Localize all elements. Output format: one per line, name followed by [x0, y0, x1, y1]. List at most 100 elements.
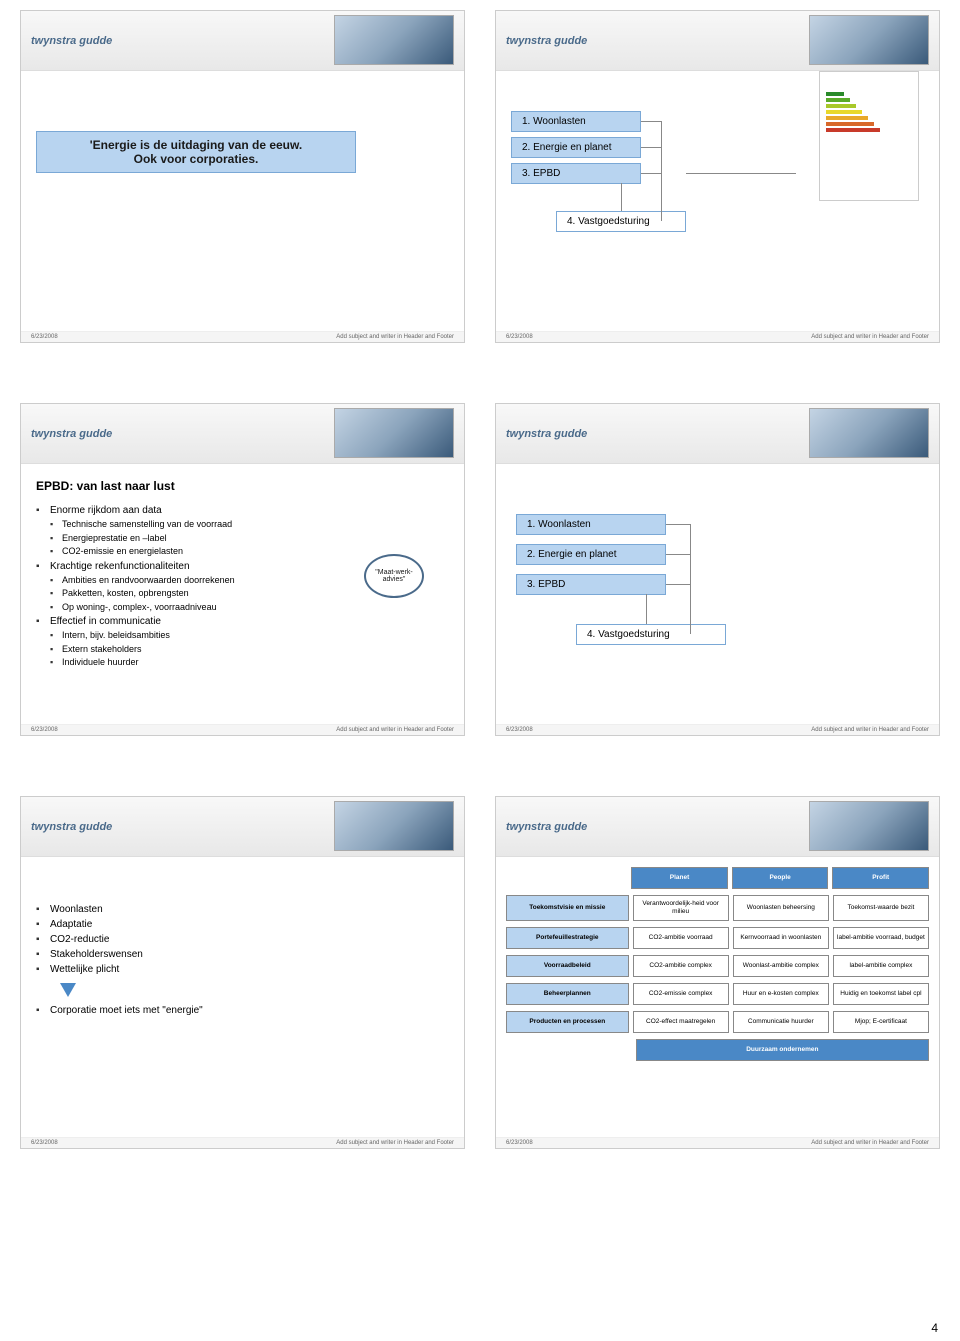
slide-header: twynstra gudde [21, 404, 464, 464]
footer-date: 6/23/2008 [506, 727, 533, 733]
flow-energie: 2. Energie en planet [516, 544, 666, 565]
matrix-spacer [506, 1039, 632, 1061]
arrow-down-icon [60, 983, 76, 997]
slide-6: twynstra gudde Planet People Profit Toek… [495, 796, 940, 1149]
row-h: Toekomstvisie en missie [506, 895, 629, 921]
oval-maatwerk: "Maat-werk-advies" [364, 554, 424, 598]
footer-note: Add subject and writer in Header and Foo… [811, 1140, 929, 1146]
flow-epbd: 3. EPBD [516, 574, 666, 595]
page-number: 4 [931, 1321, 938, 1335]
slide-header: twynstra gudde [21, 11, 464, 71]
col-people: People [732, 867, 829, 889]
list-item: Adaptatie [36, 917, 449, 932]
list-item: Intern, bijv. beleidsambities [50, 629, 449, 643]
matrix-cell: Huidig en toekomst label cpl [833, 983, 929, 1005]
list-item: Energieprestatie en –label [50, 532, 449, 546]
slide-footer: 6/23/2008 Add subject and writer in Head… [496, 724, 939, 735]
flow-woonlasten: 1. Woonlasten [511, 111, 641, 132]
footer-note: Add subject and writer in Header and Foo… [811, 334, 929, 340]
slide-footer: 6/23/2008 Add subject and writer in Head… [21, 724, 464, 735]
header-image [334, 801, 454, 851]
col-planet: Planet [631, 867, 728, 889]
list-item: Technische samenstelling van de voorraad [50, 518, 449, 532]
title-line-2: Ook voor corporaties. [134, 152, 259, 166]
matrix-cell: Woonlasten beheersing [733, 895, 829, 921]
flow-vastgoed: 4. Vastgoedsturing [576, 624, 726, 645]
brand-logo: twynstra gudde [31, 35, 112, 47]
matrix-cell: label-ambitie complex [833, 955, 929, 977]
matrix-cell: CO2-emissie complex [633, 983, 729, 1005]
row-bottom: Duurzaam ondernemen [636, 1039, 929, 1061]
list-item: Enorme rijkdom aan data [50, 505, 162, 516]
energy-bars [820, 72, 918, 140]
title-box: 'Energie is de uitdaging van de eeuw. Oo… [36, 131, 356, 173]
header-image [334, 15, 454, 65]
slide-header: twynstra gudde [21, 797, 464, 857]
matrix-cell: Huur en e-kosten complex [733, 983, 829, 1005]
matrix-cell: CO2-effect maatregelen [633, 1011, 729, 1033]
list-item: Corporatie moet iets met "energie" [36, 1003, 449, 1018]
matrix-cell: Toekomst-waarde bezit [833, 895, 929, 921]
matrix-spacer [506, 867, 627, 889]
brand-logo: twynstra gudde [506, 428, 587, 440]
energy-label-doc [819, 71, 919, 201]
brand-logo: twynstra gudde [506, 821, 587, 833]
flow-energie: 2. Energie en planet [511, 137, 641, 158]
flow-epbd: 3. EPBD [511, 163, 641, 184]
slide-footer: 6/23/2008 Add subject and writer in Head… [21, 331, 464, 342]
footer-note: Add subject and writer in Header and Foo… [336, 727, 454, 733]
slide-3: twynstra gudde EPBD: van last naar lust … [20, 403, 465, 736]
footer-date: 6/23/2008 [506, 1140, 533, 1146]
footer-note: Add subject and writer in Header and Foo… [336, 334, 454, 340]
header-image [809, 801, 929, 851]
list-item: Op woning-, complex-, voorraadniveau [50, 601, 449, 615]
matrix-table: Planet People Profit Toekomstvisie en mi… [506, 867, 929, 1067]
slide-header: twynstra gudde [496, 404, 939, 464]
matrix-cell: Mjop; E-certificaat [833, 1011, 929, 1033]
matrix-cell: Verantwoordelijk-heid voor milieu [633, 895, 729, 921]
list-item: Krachtige rekenfunctionaliteiten [50, 561, 190, 572]
title-line-1: 'Energie is de uitdaging van de eeuw. [90, 138, 302, 152]
matrix-cell: CO2-ambitie voorraad [633, 927, 729, 949]
footer-note: Add subject and writer in Header and Foo… [811, 727, 929, 733]
flow-woonlasten: 1. Woonlasten [516, 514, 666, 535]
list-item: Wettelijke plicht [36, 962, 449, 977]
header-image [809, 15, 929, 65]
list-item: CO2-reductie [36, 932, 449, 947]
matrix-cell: Woonlast-ambitie complex [733, 955, 829, 977]
footer-date: 6/23/2008 [31, 727, 58, 733]
matrix-cell: Communicatie huurder [733, 1011, 829, 1033]
slide-1: twynstra gudde 'Energie is de uitdaging … [20, 10, 465, 343]
list-item: Effectief in communicatie [50, 616, 161, 627]
brand-logo: twynstra gudde [506, 35, 587, 47]
row-h: Voorraadbeleid [506, 955, 629, 977]
slide5-list: Woonlasten Adaptatie CO2-reductie Stakeh… [36, 902, 449, 977]
slide5-conclusion: Corporatie moet iets met "energie" [36, 1003, 449, 1018]
footer-note: Add subject and writer in Header and Foo… [336, 1140, 454, 1146]
col-profit: Profit [832, 867, 929, 889]
footer-date: 6/23/2008 [31, 334, 58, 340]
brand-logo: twynstra gudde [31, 428, 112, 440]
slide-4: twynstra gudde 1. Woonlasten 2. Energie … [495, 403, 940, 736]
matrix-cell: Kernvoorraad in woonlasten [733, 927, 829, 949]
slide-5: twynstra gudde Woonlasten Adaptatie CO2-… [20, 796, 465, 1149]
slide-footer: 6/23/2008 Add subject and writer in Head… [21, 1137, 464, 1148]
list-item: Extern stakeholders [50, 643, 449, 657]
footer-date: 6/23/2008 [506, 334, 533, 340]
row-h: Portefeuillestrategie [506, 927, 629, 949]
row-h: Producten en processen [506, 1011, 629, 1033]
matrix-cell: label-ambitie voorraad, budget [833, 927, 929, 949]
flow-vastgoed: 4. Vastgoedsturing [556, 211, 686, 232]
header-image [809, 408, 929, 458]
slide-footer: 6/23/2008 Add subject and writer in Head… [496, 1137, 939, 1148]
footer-date: 6/23/2008 [31, 1140, 58, 1146]
list-item: Individuele huurder [50, 656, 449, 670]
list-item: Woonlasten [36, 902, 449, 917]
list-item: Stakeholderswensen [36, 947, 449, 962]
slide-header: twynstra gudde [496, 797, 939, 857]
header-image [334, 408, 454, 458]
slide-2: twynstra gudde 1. Woonlasten 2. Energie … [495, 10, 940, 343]
row-h: Beheerplannen [506, 983, 629, 1005]
matrix-cell: CO2-ambitie complex [633, 955, 729, 977]
slide-header: twynstra gudde [496, 11, 939, 71]
